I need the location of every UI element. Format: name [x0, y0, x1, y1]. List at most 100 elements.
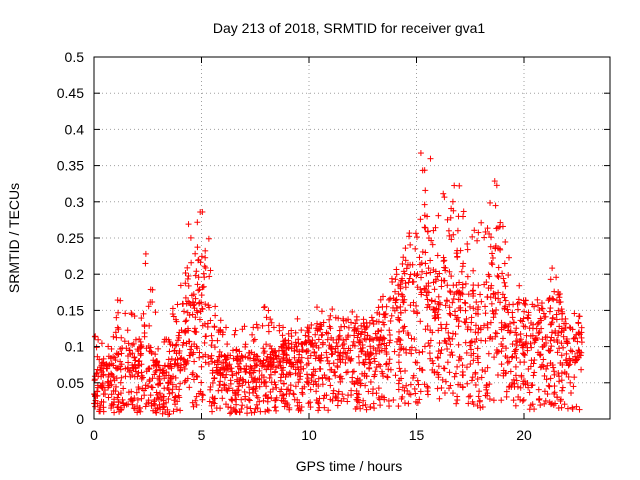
data-point: [572, 353, 579, 360]
data-point: [374, 309, 381, 316]
data-point: [551, 368, 558, 375]
data-point: [275, 363, 282, 370]
data-point: [460, 260, 467, 267]
data-point: [212, 303, 219, 310]
data-point: [407, 302, 414, 309]
data-point: [428, 237, 435, 244]
data-point: [485, 350, 492, 357]
data-point: [435, 371, 442, 378]
data-point: [560, 333, 567, 340]
data-point: [146, 322, 153, 329]
data-point: [360, 316, 367, 323]
data-point: [567, 357, 574, 364]
data-point: [463, 364, 470, 371]
data-point: [242, 396, 249, 403]
data-point: [430, 227, 437, 234]
data-point: [229, 347, 236, 354]
data-point: [125, 359, 132, 366]
data-point: [482, 368, 489, 375]
data-point: [498, 319, 505, 326]
data-point: [365, 353, 372, 360]
data-point: [449, 198, 456, 205]
data-point: [147, 392, 154, 399]
data-point: [501, 294, 508, 301]
data-point: [113, 314, 120, 321]
data-point: [114, 365, 121, 372]
data-point: [97, 402, 104, 409]
data-point: [494, 272, 501, 279]
data-point: [481, 234, 488, 241]
data-point: [356, 337, 363, 344]
data-point: [96, 408, 103, 415]
data-point: [292, 370, 299, 377]
data-point: [446, 335, 453, 342]
data-point: [571, 374, 578, 381]
data-point: [520, 351, 527, 358]
data-point: [539, 336, 546, 343]
data-point: [497, 219, 504, 226]
data-point: [454, 253, 461, 260]
data-point: [464, 323, 471, 330]
data-point: [424, 228, 431, 235]
data-point: [310, 344, 317, 351]
data-point: [197, 259, 204, 266]
data-point: [435, 314, 442, 321]
data-point: [129, 372, 136, 379]
data-point: [174, 301, 181, 308]
data-point: [347, 347, 354, 354]
data-point: [490, 397, 497, 404]
data-point: [348, 319, 355, 326]
data-point: [268, 319, 275, 326]
data-point: [138, 369, 145, 376]
data-point: [424, 213, 431, 220]
data-point: [492, 245, 499, 252]
data-point: [563, 350, 570, 357]
data-point: [253, 401, 260, 408]
data-point: [142, 250, 149, 257]
data-point: [384, 374, 391, 381]
data-point: [112, 388, 119, 395]
data-point: [193, 393, 200, 400]
data-point: [558, 404, 565, 411]
data-point: [368, 314, 375, 321]
data-point: [319, 381, 326, 388]
data-point: [437, 350, 444, 357]
data-point: [428, 297, 435, 304]
data-point: [245, 354, 252, 361]
data-point: [119, 396, 126, 403]
data-point: [110, 353, 117, 360]
data-point: [474, 345, 481, 352]
data-point: [476, 398, 483, 405]
data-point: [555, 369, 562, 376]
data-point: [187, 346, 194, 353]
data-point: [199, 353, 206, 360]
x-axis-ticks: 0 5 10 15 20: [90, 57, 532, 443]
data-point: [117, 390, 124, 397]
data-point: [127, 396, 134, 403]
data-point: [574, 338, 581, 345]
data-point: [555, 291, 562, 298]
data-point: [404, 261, 411, 268]
data-point: [519, 397, 526, 404]
data-point: [559, 316, 566, 323]
data-point: [219, 371, 226, 378]
data-point: [196, 299, 203, 306]
data-point: [219, 331, 226, 338]
data-point: [95, 336, 102, 343]
data-point: [523, 332, 530, 339]
data-point: [296, 376, 303, 383]
data-point: [516, 339, 523, 346]
data-point: [351, 381, 358, 388]
data-point: [241, 388, 248, 395]
data-point: [558, 377, 565, 384]
data-point: [515, 296, 522, 303]
data-point: [316, 404, 323, 411]
data-point: [334, 402, 341, 409]
data-point: [492, 202, 499, 209]
data-point: [361, 335, 368, 342]
data-point: [170, 313, 177, 320]
data-point: [497, 299, 504, 306]
data-point: [474, 306, 481, 313]
data-point: [459, 291, 466, 298]
data-point: [363, 406, 370, 413]
